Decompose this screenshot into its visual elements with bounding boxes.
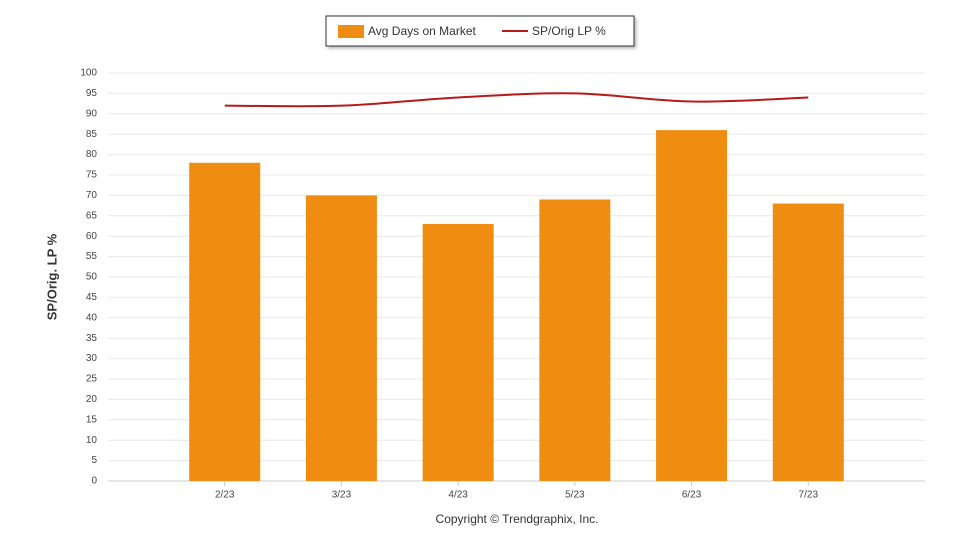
bar: [422, 223, 494, 481]
y-tick-label: 65: [86, 210, 98, 221]
y-tick-label: 90: [86, 108, 98, 119]
x-tick-label: 5/23: [565, 490, 585, 501]
legend-label: SP/Orig LP %: [532, 24, 606, 38]
y-tick-label: 85: [86, 129, 98, 140]
y-tick-label: 20: [86, 394, 98, 405]
y-tick-label: 70: [86, 190, 98, 201]
x-tick-label: 6/23: [682, 490, 702, 501]
y-tick-label: 75: [86, 170, 98, 181]
bar: [189, 162, 261, 481]
x-axis-label: Copyright © Trendgraphix, Inc.: [436, 512, 599, 526]
legend-box: [325, 15, 635, 47]
y-tick-label: 100: [80, 68, 97, 79]
y-tick-label: 30: [86, 353, 98, 364]
y-tick-label: 10: [86, 435, 98, 446]
y-tick-label: 95: [86, 88, 98, 99]
bar: [305, 195, 377, 481]
x-tick-label: 7/23: [799, 490, 819, 501]
legend-swatch: [338, 25, 364, 38]
legend-label: Avg Days on Market: [368, 24, 476, 38]
bar: [772, 203, 844, 481]
y-tick-label: 45: [86, 292, 98, 303]
y-tick-label: 25: [86, 374, 98, 385]
y-tick-label: 15: [86, 414, 98, 425]
x-tick-label: 2/23: [215, 490, 235, 501]
y-tick-label: 55: [86, 251, 98, 262]
x-tick-label: 4/23: [448, 490, 468, 501]
y-tick-label: 60: [86, 231, 98, 242]
bar: [539, 199, 611, 482]
line: [224, 92, 809, 108]
bar: [656, 130, 728, 481]
x-tick-label: 3/23: [332, 490, 352, 501]
y-tick-label: 50: [86, 272, 98, 283]
y-tick-label: 80: [86, 149, 98, 160]
y-tick-label: 5: [91, 455, 97, 466]
y-tick-label: 40: [86, 312, 98, 323]
y-tick-label: 0: [91, 476, 97, 487]
y-axis-label: SP/Orig. LP %: [44, 233, 59, 320]
y-tick-label: 35: [86, 333, 98, 344]
